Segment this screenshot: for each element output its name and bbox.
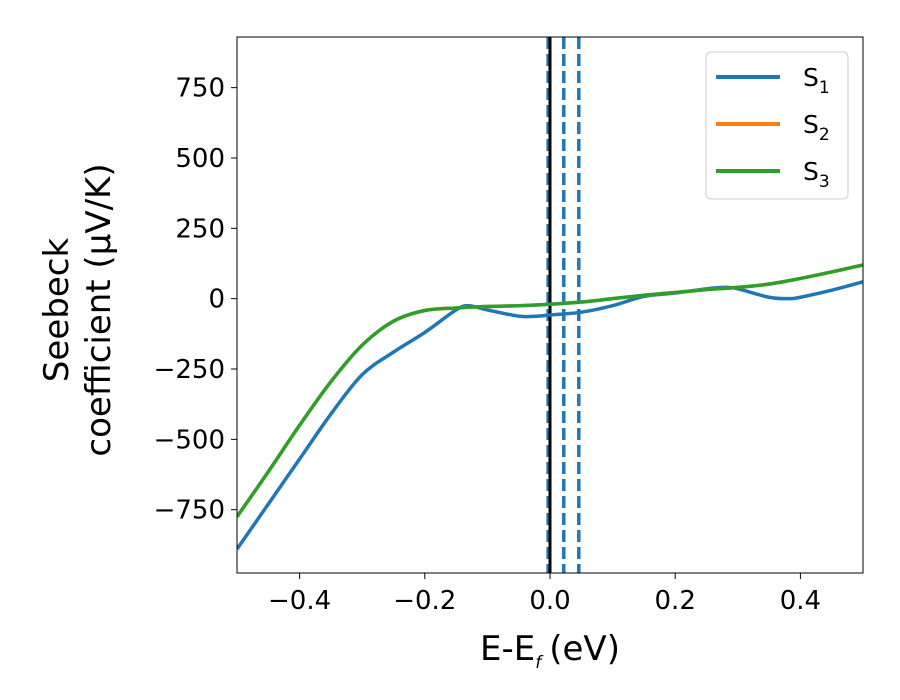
legend-label-s3-main: S: [803, 157, 819, 186]
legend-label-s1-sub: 1: [819, 78, 830, 98]
legend-label-s3-sub: 3: [819, 172, 830, 192]
y-ticks: −750 −500 −250 0 250 500 750: [154, 74, 237, 526]
x-axis-title-main: E-E: [480, 629, 535, 669]
x-tick-label: −0.2: [393, 586, 456, 616]
y-tick-label: −750: [154, 496, 225, 526]
x-tick-label: 0.0: [529, 586, 570, 616]
series-lines: [237, 263, 863, 551]
y-tick-label: 250: [175, 214, 225, 244]
legend-label-s1: S1: [803, 63, 830, 98]
y-tick-label: 0: [208, 285, 225, 315]
legend-label-s2-sub: 2: [819, 125, 830, 145]
y-axis-title: Seebeck coefficient (μV/K): [37, 163, 119, 456]
x-axis-title-unit: (eV): [549, 629, 620, 669]
legend-label-s2-main: S: [803, 110, 819, 139]
series-line-s3: [237, 263, 863, 518]
y-axis-title-line1: Seebeck: [37, 238, 77, 383]
series-line-s1: [237, 280, 863, 551]
y-axis-title-line2: coefficient (μV/K): [79, 163, 119, 456]
legend-label-s3: S3: [803, 157, 830, 192]
x-tick-label: 0.4: [780, 586, 821, 616]
x-axis-title-subscript: f: [535, 653, 544, 673]
legend: S1 S2 S3: [705, 51, 849, 200]
y-tick-label: −250: [154, 355, 225, 385]
x-axis-title: E-Ef (eV): [480, 629, 620, 673]
x-tick-label: −0.4: [268, 586, 331, 616]
x-tick-label: 0.2: [655, 586, 696, 616]
legend-label-s1-main: S: [803, 63, 819, 92]
y-tick-label: −500: [154, 425, 225, 455]
legend-label-s2: S2: [803, 110, 830, 145]
y-tick-label: 750: [175, 74, 225, 104]
y-tick-label: 500: [175, 144, 225, 174]
x-ticks: −0.4 −0.2 0.0 0.2 0.4: [268, 573, 821, 616]
